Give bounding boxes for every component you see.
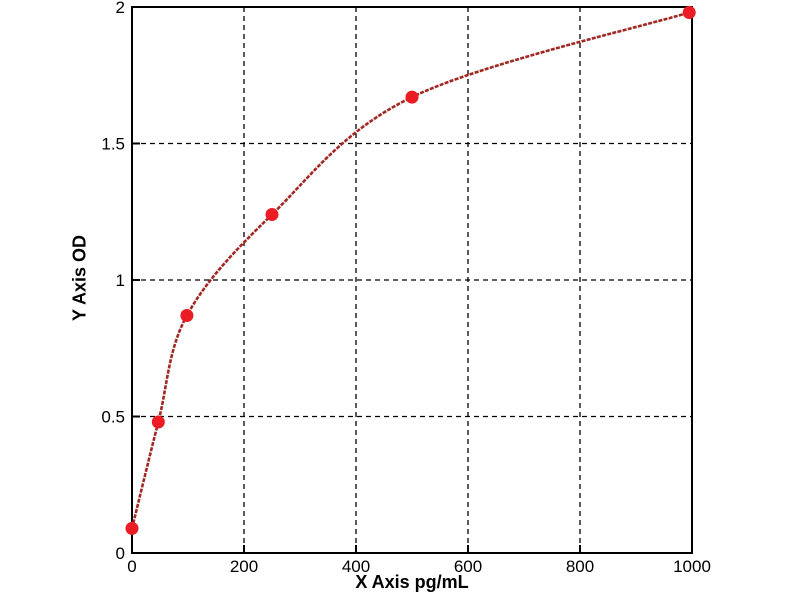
data-point-marker bbox=[151, 415, 165, 429]
data-point-marker bbox=[265, 208, 279, 221]
data-point-marker bbox=[682, 6, 696, 19]
y-axis-title: Y Axis OD bbox=[69, 234, 90, 322]
standard-curve-line bbox=[130, 11, 690, 529]
data-point-marker bbox=[405, 90, 419, 104]
x-tick-label: 400 bbox=[342, 557, 370, 576]
x-tick-label: 800 bbox=[566, 557, 594, 576]
data-point-marker bbox=[180, 309, 194, 322]
data-point-marker bbox=[125, 521, 139, 535]
y-tick-label: 1 bbox=[116, 271, 125, 290]
y-tick-label: 2 bbox=[116, 0, 125, 17]
x-tick-label: 200 bbox=[230, 557, 258, 576]
x-tick-label: 1000 bbox=[673, 557, 711, 576]
x-tick-label: 0 bbox=[127, 557, 136, 576]
x-tick-label: 600 bbox=[454, 557, 482, 576]
y-tick-label: 0.5 bbox=[101, 408, 125, 427]
y-tick-label: 1.5 bbox=[101, 135, 125, 154]
x-axis-title: X Axis pg/mL bbox=[355, 572, 469, 592]
y-tick-label: 0 bbox=[116, 544, 125, 563]
